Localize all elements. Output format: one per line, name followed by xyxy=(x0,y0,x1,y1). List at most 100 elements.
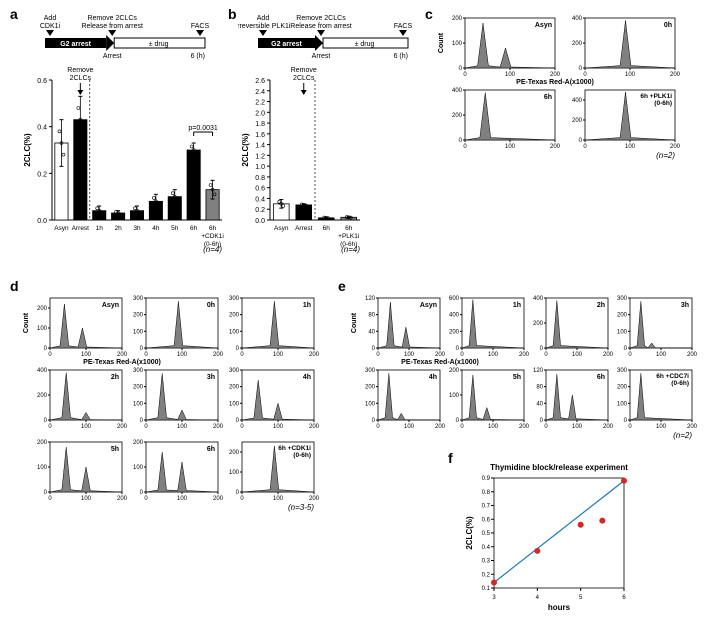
svg-text:100: 100 xyxy=(229,329,240,335)
svg-text:3: 3 xyxy=(492,595,496,601)
svg-text:200: 200 xyxy=(133,385,144,391)
svg-text:200: 200 xyxy=(133,440,144,446)
svg-text:400: 400 xyxy=(449,313,460,319)
svg-text:0: 0 xyxy=(624,418,628,424)
svg-text:200: 200 xyxy=(229,450,240,456)
svg-text:(0-6h): (0-6h) xyxy=(671,380,689,387)
svg-text:Arrest: Arrest xyxy=(295,225,313,232)
svg-text:120: 120 xyxy=(365,296,376,302)
svg-text:200: 200 xyxy=(309,352,320,358)
svg-text:80: 80 xyxy=(536,385,543,391)
svg-text:p=0.0031: p=0.0031 xyxy=(188,125,217,132)
svg-text:0.6: 0.6 xyxy=(255,186,265,193)
svg-text:0: 0 xyxy=(463,72,467,78)
svg-text:100: 100 xyxy=(505,72,516,78)
svg-text:300: 300 xyxy=(133,368,144,374)
panel-c-svg: 01002000100200Asyn020040001002000h020040… xyxy=(435,10,705,180)
svg-text:Remove 2CLCs: Remove 2CLCs xyxy=(87,15,137,22)
svg-text:Asyn: Asyn xyxy=(274,225,289,232)
svg-text:100: 100 xyxy=(452,41,463,47)
svg-text:100: 100 xyxy=(488,352,499,358)
svg-text:3h: 3h xyxy=(207,374,215,381)
svg-text:2.4: 2.4 xyxy=(255,89,265,96)
svg-text:3h: 3h xyxy=(681,302,689,309)
svg-text:5: 5 xyxy=(579,595,583,601)
svg-text:200: 200 xyxy=(449,368,460,374)
svg-text:Count: Count xyxy=(438,32,445,53)
svg-text:100: 100 xyxy=(133,465,144,471)
svg-text:0h: 0h xyxy=(664,22,672,29)
svg-text:100: 100 xyxy=(273,496,284,502)
svg-text:0.0: 0.0 xyxy=(255,218,265,225)
svg-text:0.6: 0.6 xyxy=(482,517,491,523)
svg-text:Count: Count xyxy=(351,312,358,333)
svg-text:100: 100 xyxy=(177,496,188,502)
svg-text:200: 200 xyxy=(550,144,561,150)
svg-text:2.6: 2.6 xyxy=(255,78,265,85)
svg-text:0: 0 xyxy=(459,66,463,72)
svg-text:100: 100 xyxy=(229,401,240,407)
svg-text:100: 100 xyxy=(656,424,667,430)
svg-text:Remove 2CLCs: Remove 2CLCs xyxy=(296,15,346,22)
svg-text:4h: 4h xyxy=(429,374,437,381)
svg-text:300: 300 xyxy=(617,368,628,374)
svg-text:0.2: 0.2 xyxy=(37,171,47,178)
svg-text:0.4: 0.4 xyxy=(255,196,265,203)
svg-text:200: 200 xyxy=(213,496,224,502)
svg-text:PE-Texas Red-A(x1000): PE-Texas Red-A(x1000) xyxy=(83,359,161,366)
svg-text:0: 0 xyxy=(236,418,240,424)
svg-text:120: 120 xyxy=(533,368,544,374)
svg-text:Asyn: Asyn xyxy=(420,302,437,309)
panel-f-svg: Thymidine block/release experiment0.10.2… xyxy=(462,460,642,615)
svg-text:0.3: 0.3 xyxy=(482,559,491,565)
svg-text:6h: 6h xyxy=(597,374,605,381)
svg-text:1.4: 1.4 xyxy=(255,143,265,150)
svg-text:Asyn: Asyn xyxy=(535,22,552,29)
svg-text:200: 200 xyxy=(229,385,240,391)
svg-text:Release from arrest: Release from arrest xyxy=(81,23,143,30)
svg-text:6h: 6h xyxy=(544,94,552,101)
svg-text:600: 600 xyxy=(449,296,460,302)
svg-text:200: 200 xyxy=(519,352,530,358)
svg-text:100: 100 xyxy=(617,401,628,407)
svg-text:(0-6h): (0-6h) xyxy=(654,100,672,107)
svg-text:100: 100 xyxy=(404,424,415,430)
svg-text:0: 0 xyxy=(456,418,460,424)
svg-text:0: 0 xyxy=(460,352,464,358)
svg-text:2.2: 2.2 xyxy=(255,100,265,107)
svg-text:200: 200 xyxy=(617,313,628,319)
svg-text:100: 100 xyxy=(177,352,188,358)
svg-text:0: 0 xyxy=(44,490,48,496)
svg-text:200: 200 xyxy=(309,424,320,430)
svg-text:Release from arrest: Release from arrest xyxy=(290,23,352,30)
svg-text:200: 200 xyxy=(519,424,530,430)
svg-text:100: 100 xyxy=(133,401,144,407)
svg-text:0.8: 0.8 xyxy=(255,175,265,182)
svg-text:2h: 2h xyxy=(114,225,122,232)
svg-text:2h: 2h xyxy=(111,374,119,381)
svg-text:0: 0 xyxy=(579,66,583,72)
svg-text:4: 4 xyxy=(536,595,540,601)
svg-text:200: 200 xyxy=(603,352,614,358)
svg-text:100: 100 xyxy=(365,401,376,407)
svg-text:0: 0 xyxy=(144,496,148,502)
svg-text:200: 200 xyxy=(687,352,698,358)
svg-text:(n=2): (n=2) xyxy=(656,151,675,160)
svg-text:6 (h): 6 (h) xyxy=(191,53,205,60)
svg-text:0: 0 xyxy=(240,496,244,502)
svg-text:PE-Texas Red-A(x1000): PE-Texas Red-A(x1000) xyxy=(516,79,594,86)
svg-text:200: 200 xyxy=(37,393,48,399)
svg-text:Remove: Remove xyxy=(67,67,93,74)
svg-text:200: 200 xyxy=(435,352,446,358)
svg-text:0.4: 0.4 xyxy=(482,545,491,551)
svg-text:0.9: 0.9 xyxy=(482,476,491,482)
svg-text:0.0: 0.0 xyxy=(37,218,47,225)
svg-text:100: 100 xyxy=(133,329,144,335)
svg-text:± drug: ± drug xyxy=(149,41,169,48)
svg-text:4h: 4h xyxy=(152,225,160,232)
svg-text:0: 0 xyxy=(236,490,240,496)
svg-text:0: 0 xyxy=(48,424,52,430)
svg-text:200: 200 xyxy=(603,424,614,430)
svg-text:Add: Add xyxy=(257,15,270,22)
svg-text:irreversible PLK1i: irreversible PLK1i xyxy=(238,23,291,30)
